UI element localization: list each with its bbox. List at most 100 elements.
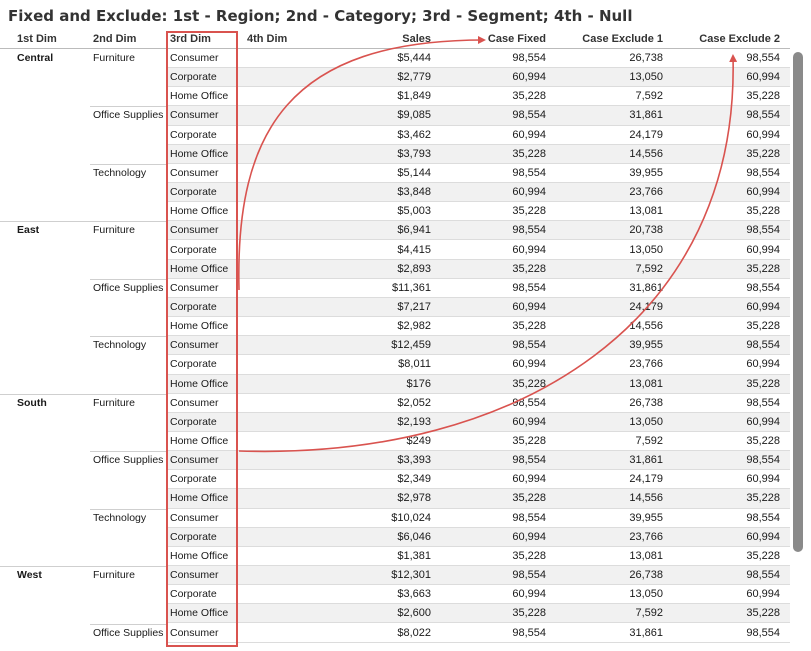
cell-sales: $8,011 — [398, 358, 431, 371]
cell-category: Furniture — [93, 569, 136, 582]
category-separator — [90, 106, 167, 108]
cell-segment: Corporate — [170, 473, 217, 486]
cell-case-exclude-1: 7,592 — [635, 607, 663, 620]
cell-case-exclude-2: 35,228 — [746, 147, 780, 160]
header-3rd-dim[interactable]: 3rd Dim — [170, 33, 211, 45]
cell-region: South — [17, 396, 47, 409]
header-case-exclude-1[interactable]: Case Exclude 1 — [582, 33, 663, 45]
category-separator — [90, 278, 167, 280]
vertical-scrollbar[interactable] — [793, 52, 803, 552]
table-row: Corporate $4,415 60,994 13,050 60,994 — [0, 241, 790, 260]
category-separator — [90, 163, 167, 165]
cell-case-exclude-2: 60,994 — [746, 128, 780, 141]
row-stripe — [167, 144, 790, 164]
cell-case-exclude-1: 13,081 — [629, 377, 663, 390]
cell-segment: Home Office — [170, 607, 229, 620]
cell-segment: Consumer — [170, 569, 219, 582]
table-row: Corporate $6,046 60,994 23,766 60,994 — [0, 527, 790, 548]
row-stripe — [167, 259, 790, 279]
cell-case-exclude-1: 20,738 — [629, 224, 663, 237]
cell-sales: $1,849 — [397, 90, 431, 103]
cell-sales: $2,982 — [397, 320, 431, 333]
cell-case-exclude-1: 24,179 — [629, 128, 663, 141]
cell-case-exclude-2: 98,554 — [746, 109, 780, 122]
cell-case-exclude-1: 31,861 — [629, 281, 663, 294]
cell-segment: Consumer — [170, 396, 219, 409]
cell-case-exclude-2: 60,994 — [746, 186, 780, 199]
cell-sales: $11,361 — [392, 281, 431, 294]
cell-sales: $3,393 — [397, 454, 431, 467]
cell-case-exclude-2: 35,228 — [746, 492, 780, 505]
cell-case-exclude-2: 60,994 — [746, 300, 780, 313]
cell-case-fixed: 60,994 — [512, 358, 546, 371]
cell-case-exclude-1: 39,955 — [629, 166, 663, 179]
cell-case-fixed: 35,228 — [512, 205, 546, 218]
cell-case-exclude-1: 26,738 — [629, 52, 663, 64]
cell-sales: $2,349 — [397, 473, 431, 486]
cell-case-exclude-2: 60,994 — [746, 530, 780, 543]
table-row: Home Office $1,381 35,228 13,081 35,228 — [0, 547, 790, 567]
category-separator — [90, 336, 167, 338]
cell-case-exclude-2: 35,228 — [746, 320, 780, 333]
table-row: Home Office $2,893 35,228 7,592 35,228 — [0, 259, 790, 279]
header-case-fixed[interactable]: Case Fixed — [487, 33, 546, 45]
cell-segment: Consumer — [170, 281, 219, 294]
cell-case-fixed: 98,554 — [512, 281, 546, 294]
cell-sales: $2,600 — [397, 607, 431, 620]
row-stripe — [167, 527, 790, 547]
table-row: Technology Consumer $5,144 98,554 39,955 98,5… — [0, 164, 790, 184]
row-stripe — [167, 68, 790, 88]
cell-category: Technology — [93, 166, 147, 179]
cell-segment: Corporate — [170, 243, 217, 256]
cell-segment: Corporate — [170, 128, 217, 141]
cell-region: East — [17, 224, 40, 237]
cell-segment: Corporate — [170, 530, 217, 543]
cell-sales: $12,459 — [391, 339, 431, 352]
cell-sales: $2,052 — [397, 396, 431, 409]
cell-segment: Home Office — [170, 492, 229, 505]
cell-case-exclude-2: 98,554 — [746, 626, 780, 639]
cell-sales: $5,003 — [397, 205, 431, 218]
table-row: Home Office $249 35,228 7,592 35,228 — [0, 432, 790, 452]
cell-case-fixed: 98,554 — [512, 224, 546, 237]
table-row: Corporate $8,011 60,994 23,766 60,994 — [0, 355, 790, 375]
category-separator — [90, 623, 167, 625]
header-4th-dim[interactable]: 4th Dim — [247, 33, 288, 45]
cell-category: Furniture — [93, 52, 136, 64]
cell-case-fixed: 60,994 — [512, 128, 546, 141]
cell-sales: $12,301 — [391, 569, 431, 582]
cell-sales: $8,022 — [397, 626, 431, 639]
cell-case-exclude-1: 24,179 — [629, 300, 663, 313]
cell-case-fixed: 98,554 — [512, 166, 546, 179]
row-stripe — [167, 489, 790, 509]
cell-case-exclude-1: 23,766 — [629, 358, 663, 371]
cell-sales: $7,217 — [397, 300, 431, 313]
row-stripe — [167, 374, 790, 394]
cell-case-exclude-2: 35,228 — [746, 377, 780, 390]
cell-segment: Corporate — [170, 415, 217, 428]
header-2nd-dim[interactable]: 2nd Dim — [93, 33, 137, 45]
table-row: Technology Consumer $12,459 98,554 39,955 98,… — [0, 336, 790, 356]
cell-case-exclude-2: 98,554 — [746, 281, 780, 294]
table-row: Home Office $176 35,228 13,081 35,228 — [0, 374, 790, 394]
cell-case-exclude-2: 35,228 — [746, 435, 780, 447]
header-1st-dim[interactable]: 1st Dim — [17, 33, 57, 45]
header-sales[interactable]: Sales — [402, 33, 431, 45]
cell-case-exclude-1: 13,050 — [629, 243, 663, 256]
cell-case-exclude-2: 35,228 — [746, 205, 780, 218]
cell-case-fixed: 35,228 — [512, 492, 546, 505]
row-stripe — [167, 106, 790, 126]
row-stripe — [167, 451, 790, 471]
cell-case-exclude-2: 35,228 — [746, 607, 780, 620]
cell-segment: Consumer — [170, 52, 219, 64]
cell-case-fixed: 35,228 — [512, 607, 546, 620]
table-row: Home Office $2,982 35,228 14,556 35,228 — [0, 317, 790, 337]
cell-case-fixed: 60,994 — [512, 71, 546, 84]
cell-sales: $2,978 — [397, 492, 431, 505]
cell-region: Central — [17, 52, 54, 64]
category-separator — [90, 508, 167, 510]
cell-case-exclude-1: 23,766 — [629, 530, 663, 543]
cell-case-fixed: 60,994 — [512, 186, 546, 199]
cell-segment: Home Office — [170, 549, 229, 562]
header-case-exclude-2[interactable]: Case Exclude 2 — [699, 33, 780, 45]
